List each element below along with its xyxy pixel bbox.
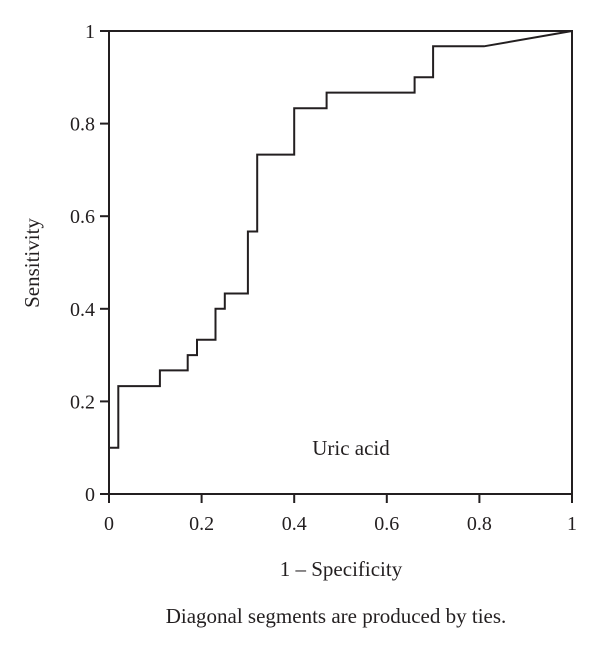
x-tick-label: 1	[567, 513, 577, 535]
y-tick-label: 0.8	[70, 114, 95, 136]
y-tick-label: 0	[85, 484, 95, 506]
y-tick-label: 0.6	[70, 206, 95, 228]
y-axis-ticks: 0 0.2 0.4 0.6 0.8 1	[70, 21, 109, 506]
x-tick-label: 0.6	[374, 513, 399, 535]
y-axis-title: Sensitivity	[20, 218, 44, 308]
x-tick-label: 0.2	[189, 513, 214, 535]
roc-curve	[108, 30, 573, 494]
y-tick-label: 1	[85, 21, 95, 43]
x-tick-label: 0.8	[467, 513, 492, 535]
x-axis-title: 1 – Specificity	[280, 557, 403, 581]
y-tick-label: 0.4	[70, 299, 95, 321]
plot-frame	[108, 30, 573, 495]
x-tick-label: 0.4	[282, 513, 307, 535]
x-tick-label: 0	[104, 513, 114, 535]
chart-footnote: Diagonal segments are produced by ties.	[166, 604, 507, 628]
curve-annotation: Uric acid	[312, 436, 390, 460]
x-axis-ticks: 0 0.2 0.4 0.6 0.8 1	[104, 494, 577, 535]
y-tick-label: 0.2	[70, 391, 95, 413]
